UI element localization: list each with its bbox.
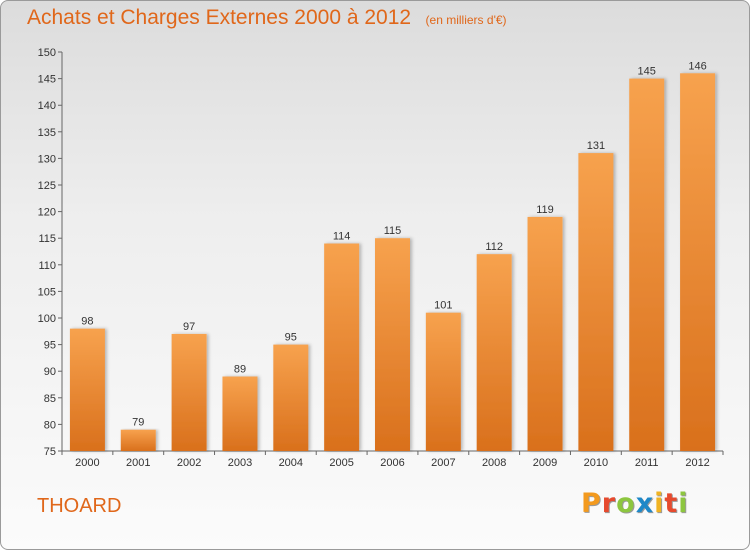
logo-letter: i <box>654 488 665 519</box>
bar <box>476 254 512 451</box>
bar <box>273 344 309 451</box>
x-tick-label: 2010 <box>584 457 608 469</box>
bar-value-label: 119 <box>536 204 554 216</box>
x-tick-label: 2001 <box>126 457 150 469</box>
bar-value-label: 79 <box>132 417 144 429</box>
y-tick-label: 95 <box>44 340 56 352</box>
x-tick-label: 2012 <box>685 457 709 469</box>
city-name: THOARD <box>37 495 122 517</box>
x-tick-label: 2002 <box>177 457 201 469</box>
bar-value-label: 95 <box>285 332 297 344</box>
y-tick-label: 75 <box>44 446 56 458</box>
x-tick-label: 2004 <box>279 457 303 469</box>
bar-value-label: 145 <box>638 66 656 78</box>
x-tick-label: 2006 <box>380 457 404 469</box>
bar-value-label: 101 <box>434 300 452 312</box>
logo-letter: o <box>616 488 636 519</box>
logo-letter: x <box>635 488 655 519</box>
y-tick-label: 105 <box>38 286 56 298</box>
chart-title: Achats et Charges Externes 2000 à 2012 <box>27 6 412 29</box>
bar-value-label: 115 <box>384 225 402 237</box>
logo-letter: i <box>678 488 689 519</box>
x-tick-label: 2007 <box>431 457 455 469</box>
bar <box>680 73 716 451</box>
bars-layer: 98 79 97 89 95 114 115 101 112 119 131 145 146 <box>69 60 716 451</box>
bar <box>222 376 258 451</box>
y-tick-label: 125 <box>38 180 56 192</box>
x-tick-label: 2000 <box>75 457 99 469</box>
x-tick-label: 2008 <box>482 457 506 469</box>
bar-value-label: 89 <box>234 364 246 376</box>
bar <box>375 238 410 451</box>
bar-value-label: 146 <box>688 60 706 72</box>
bar <box>120 429 156 451</box>
y-tick-label: 120 <box>38 207 56 219</box>
logo-letter: P <box>581 488 602 519</box>
y-tick-label: 85 <box>44 393 56 405</box>
bar-value-label: 97 <box>183 321 195 333</box>
bar <box>171 333 207 451</box>
y-tick-label: 110 <box>38 260 56 272</box>
bar <box>425 312 461 451</box>
bar <box>69 328 105 451</box>
bar-value-label: 131 <box>587 140 605 152</box>
logo-letter: t <box>664 488 679 519</box>
proxiti-logo: Proxiti <box>581 488 689 519</box>
y-tick-label: 140 <box>38 100 56 112</box>
y-tick-label: 90 <box>44 366 56 378</box>
title-row: Achats et Charges Externes 2000 à 2012 (… <box>27 6 507 30</box>
bar <box>629 78 665 451</box>
y-tick-label: 115 <box>38 233 56 245</box>
y-tick-label: 145 <box>38 74 56 86</box>
x-tick-label: 2005 <box>329 457 353 469</box>
bar-value-label: 114 <box>333 231 351 243</box>
bar <box>324 243 360 451</box>
bar <box>527 216 563 451</box>
y-tick-label: 100 <box>38 313 56 325</box>
chart-unit-note: (en milliers d'€) <box>425 13 507 27</box>
x-tick-label: 2009 <box>533 457 557 469</box>
x-tick-label: 2003 <box>228 457 252 469</box>
bar <box>578 153 614 451</box>
y-tick-label: 80 <box>44 419 56 431</box>
bar-value-label: 112 <box>485 241 503 253</box>
y-tick-label: 130 <box>38 153 56 165</box>
y-tick-label: 150 <box>38 47 56 59</box>
y-tick-label: 135 <box>38 127 56 139</box>
x-tick-label: 2011 <box>635 457 659 469</box>
bar-value-label: 98 <box>81 316 93 328</box>
logo-letter: r <box>601 488 617 519</box>
